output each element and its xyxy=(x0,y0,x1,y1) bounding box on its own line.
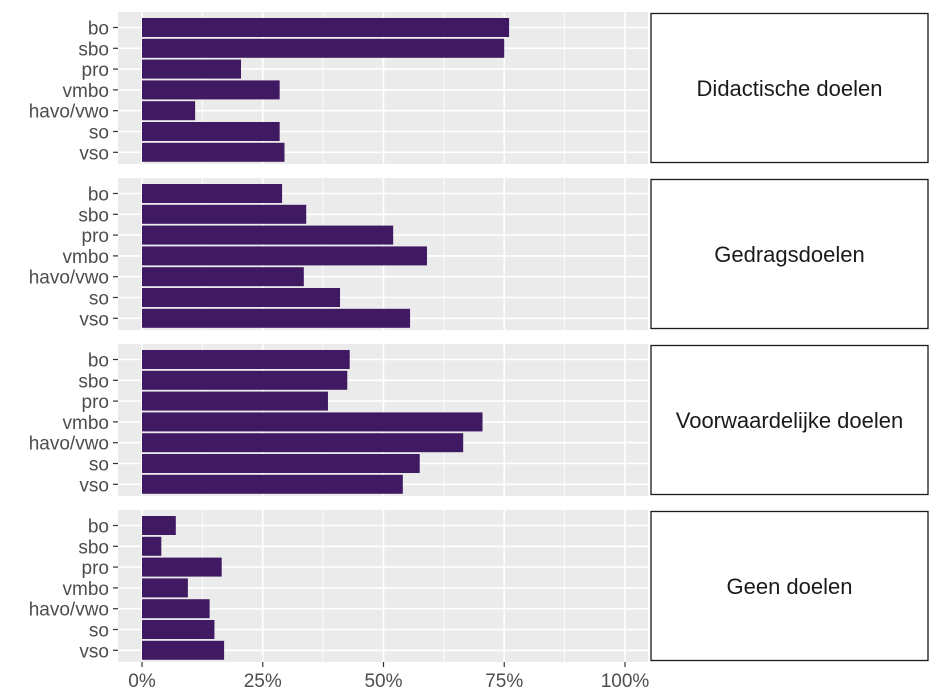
bar-havo-vwo xyxy=(142,433,464,453)
bar-havo-vwo xyxy=(142,101,196,121)
y-tick-label: vso xyxy=(79,641,109,662)
facet-strip xyxy=(650,12,929,164)
bar-havo-vwo xyxy=(142,267,304,287)
x-tick-label: 0% xyxy=(128,671,156,692)
bar-sbo xyxy=(142,38,505,58)
facet-strip xyxy=(650,510,929,662)
x-tick-label: 50% xyxy=(364,671,402,692)
bar-pro xyxy=(142,59,242,79)
y-tick-label: so xyxy=(89,289,109,310)
bar-vmbo xyxy=(142,412,483,432)
y-tick-label: pro xyxy=(82,392,109,413)
bar-bo xyxy=(142,18,510,37)
y-tick-label: sbo xyxy=(78,39,109,60)
y-tick-label: vmbo xyxy=(63,81,109,102)
bar-so xyxy=(142,122,280,141)
bar-bo xyxy=(142,184,283,203)
y-tick-label: havo/vwo xyxy=(29,102,109,123)
bar-so xyxy=(142,454,420,473)
y-tick-label: sbo xyxy=(78,371,109,392)
facet-strip xyxy=(650,178,929,330)
bar-havo-vwo xyxy=(142,599,210,619)
facet-strip-label: Gedragsdoelen xyxy=(714,242,864,267)
y-tick-label: sbo xyxy=(78,537,109,558)
bar-bo xyxy=(142,350,350,369)
bar-pro xyxy=(142,391,328,411)
x-tick-label: 25% xyxy=(244,671,282,692)
y-tick-label: so xyxy=(89,123,109,144)
bar-sbo xyxy=(142,370,348,390)
y-tick-label: vmbo xyxy=(63,247,109,268)
facet-strip-label: Voorwaardelijke doelen xyxy=(676,408,904,433)
y-tick-label: havo/vwo xyxy=(29,600,109,621)
y-tick-label: vso xyxy=(79,475,109,496)
y-tick-label: pro xyxy=(82,60,109,81)
y-tick-label: vmbo xyxy=(63,579,109,600)
y-tick-label: vmbo xyxy=(63,413,109,434)
bar-sbo xyxy=(142,536,162,556)
y-tick-label: vso xyxy=(79,143,109,164)
bar-vmbo xyxy=(142,80,280,100)
facet-strip-label: Geen doelen xyxy=(727,574,853,599)
bar-vso xyxy=(142,474,403,494)
facet-strip xyxy=(650,344,929,496)
facet-strip-label: Didactische doelen xyxy=(697,76,883,101)
x-tick-label: 100% xyxy=(601,671,650,692)
y-tick-label: vso xyxy=(79,309,109,330)
bar-so xyxy=(142,288,341,307)
y-tick-label: bo xyxy=(88,351,109,372)
bar-vso xyxy=(142,308,411,328)
y-tick-label: bo xyxy=(88,19,109,40)
y-tick-label: havo/vwo xyxy=(29,268,109,289)
y-tick-label: bo xyxy=(88,517,109,538)
bar-vso xyxy=(142,640,225,660)
y-tick-label: havo/vwo xyxy=(29,434,109,455)
bar-sbo xyxy=(142,204,307,224)
bar-so xyxy=(142,620,215,639)
y-tick-label: so xyxy=(89,455,109,476)
y-tick-label: sbo xyxy=(78,205,109,226)
bar-pro xyxy=(142,557,222,577)
bar-pro xyxy=(142,225,394,245)
bar-bo xyxy=(142,516,176,535)
bar-vmbo xyxy=(142,246,427,266)
y-tick-label: pro xyxy=(82,558,109,579)
y-tick-label: bo xyxy=(88,185,109,206)
bar-vso xyxy=(142,142,285,162)
y-tick-label: pro xyxy=(82,226,109,247)
bar-vmbo xyxy=(142,578,188,598)
x-tick-label: 75% xyxy=(485,671,523,692)
y-tick-label: so xyxy=(89,621,109,642)
